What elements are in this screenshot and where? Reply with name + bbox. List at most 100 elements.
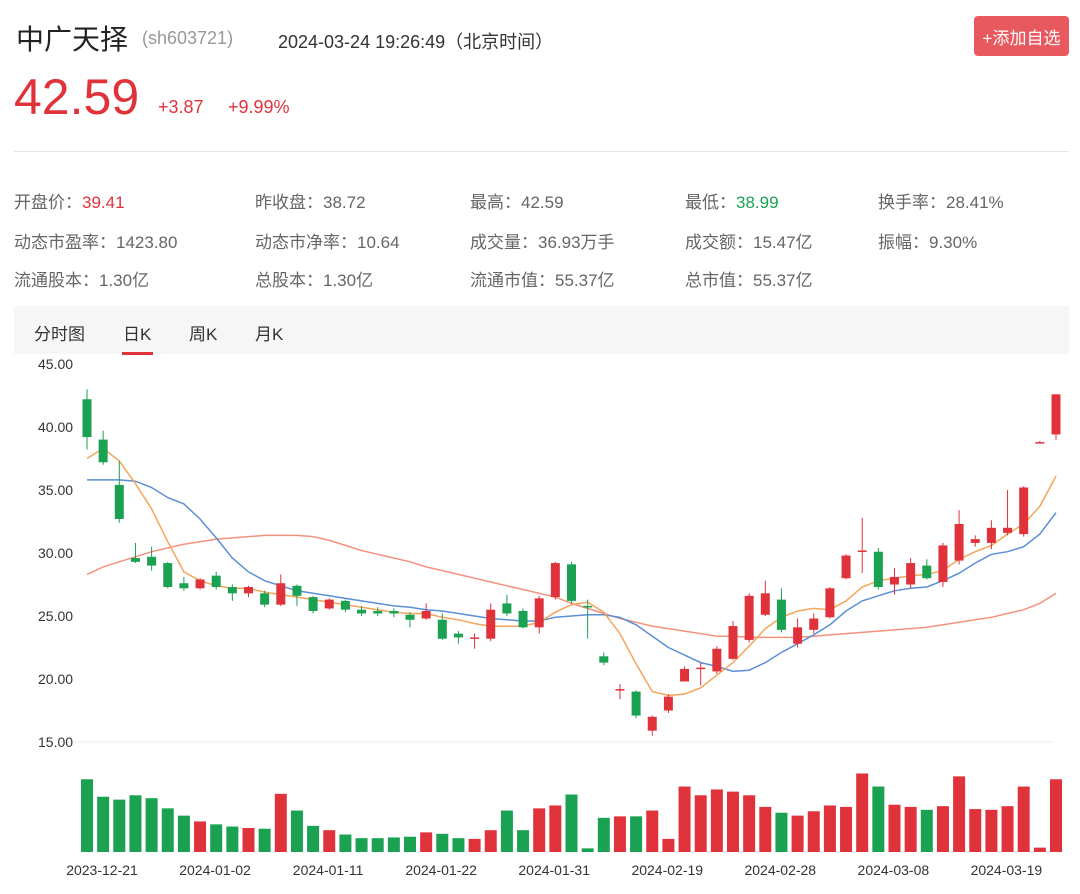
x-tick-label: 2024-01-31 (518, 862, 590, 878)
x-tick-label: 2024-01-22 (405, 862, 477, 878)
stat-item: 最低：38.99 (685, 188, 779, 213)
tab-monthly-k[interactable]: 月K (255, 325, 284, 344)
volume-bar (484, 830, 497, 852)
volume-bar (404, 836, 416, 852)
stock-name: 中广天择 (16, 24, 129, 55)
volume-bar (678, 786, 691, 852)
ma30-line (86, 534, 1057, 639)
volume-bar (1017, 786, 1030, 852)
volume-bar (823, 805, 836, 852)
candle-body (195, 579, 205, 589)
volume-bar (226, 826, 239, 852)
volume-bar (549, 805, 562, 852)
volume-bar (97, 796, 110, 852)
candle-body (906, 563, 916, 585)
active-tab-indicator (122, 352, 153, 355)
stat-item: 动态市盈率：1423.80 (14, 228, 177, 253)
volume-bar (274, 793, 287, 852)
candle-body (696, 667, 706, 670)
volume-bar (177, 815, 190, 852)
volume-bar (759, 806, 772, 852)
volume-bar (339, 834, 352, 852)
stat-item: 成交量：36.93万手 (470, 228, 615, 253)
volume-bar (872, 786, 885, 852)
candle-body (453, 633, 463, 638)
candle-body (663, 696, 673, 711)
stat-label: 流通市值： (470, 271, 555, 290)
stat-value: 28.41% (946, 193, 1004, 212)
candle-body (486, 609, 496, 639)
stat-label: 成交量： (470, 233, 538, 252)
y-tick-label: 35.00 (38, 482, 73, 498)
stat-value: 55.37亿 (753, 271, 813, 290)
stat-label: 流通股本： (14, 271, 99, 290)
add-watchlist-button[interactable]: +添加自选 (974, 16, 1069, 56)
candle-body (421, 610, 431, 619)
volume-bar (953, 776, 966, 852)
stat-label: 动态市净率： (255, 233, 357, 252)
stat-item: 换手率：28.41% (878, 188, 1004, 213)
volume-bar (985, 809, 998, 852)
volume-bar (436, 833, 449, 852)
volume-bar (290, 810, 303, 852)
volume-bar (856, 773, 869, 852)
candle-body (599, 656, 609, 663)
volume-bar (791, 815, 804, 852)
candle-body (1035, 442, 1045, 444)
stat-value: 1.30亿 (99, 271, 150, 290)
candle-body (82, 399, 92, 438)
stat-value: 1.30亿 (323, 271, 374, 290)
volume-bar (161, 808, 174, 852)
candle-body (147, 556, 157, 566)
x-tick-label: 2023-12-21 (66, 862, 138, 878)
volume-bar (888, 804, 901, 852)
x-tick-label: 2024-02-28 (744, 862, 816, 878)
candle-body (825, 588, 835, 618)
candle-body (1019, 487, 1029, 535)
volume-bar (323, 830, 336, 852)
volume-bar (194, 821, 207, 852)
candle-body (647, 716, 657, 731)
stat-value: 38.72 (323, 193, 366, 212)
volume-bar (775, 812, 788, 852)
x-tick-label: 2024-02-19 (631, 862, 703, 878)
candle-body (389, 610, 399, 614)
candle-body (970, 539, 980, 543)
tab-intraday[interactable]: 分时图 (34, 325, 85, 344)
stat-value: 42.59 (521, 193, 564, 212)
volume-bar (533, 808, 546, 852)
x-tick-label: 2024-01-02 (179, 862, 251, 878)
volume-bar (565, 794, 578, 852)
candle-body (324, 599, 334, 609)
volume-bar (613, 816, 626, 852)
stat-label: 换手率： (878, 193, 946, 212)
candle-body (841, 555, 851, 579)
candle-body (211, 575, 221, 588)
volume-bar (743, 795, 756, 852)
candle-body (938, 545, 948, 582)
candle-body (760, 593, 770, 615)
candle-body (1003, 527, 1013, 533)
tab-weekly-k[interactable]: 周K (189, 325, 218, 344)
y-tick-label: 30.00 (38, 545, 73, 561)
volume-bar (371, 838, 384, 852)
candle-body (1051, 394, 1061, 435)
candle-body (922, 565, 932, 579)
candle-body (534, 598, 544, 628)
candle-body (680, 668, 690, 682)
candle-body (744, 595, 754, 640)
volume-bar (258, 828, 271, 852)
volume-bar (840, 806, 853, 852)
kline-chart[interactable]: 45.00 40.00 35.00 30.00 25.00 20.00 15.00 2023-… (0, 354, 1080, 894)
stat-item: 成交额：15.47亿 (685, 228, 813, 253)
chart-tab-bar: 分时图 日K 周K 月K (14, 306, 1069, 354)
candle-body (292, 585, 302, 596)
stat-value: 15.47亿 (753, 233, 813, 252)
candle-body (986, 527, 996, 543)
stat-label: 昨收盘： (255, 193, 323, 212)
y-tick-label: 20.00 (38, 671, 73, 687)
price-change-percent: +9.99% (228, 97, 290, 117)
candle-body (163, 563, 173, 588)
tab-daily-k[interactable]: 日K (123, 325, 152, 344)
volume-bar (81, 779, 93, 852)
